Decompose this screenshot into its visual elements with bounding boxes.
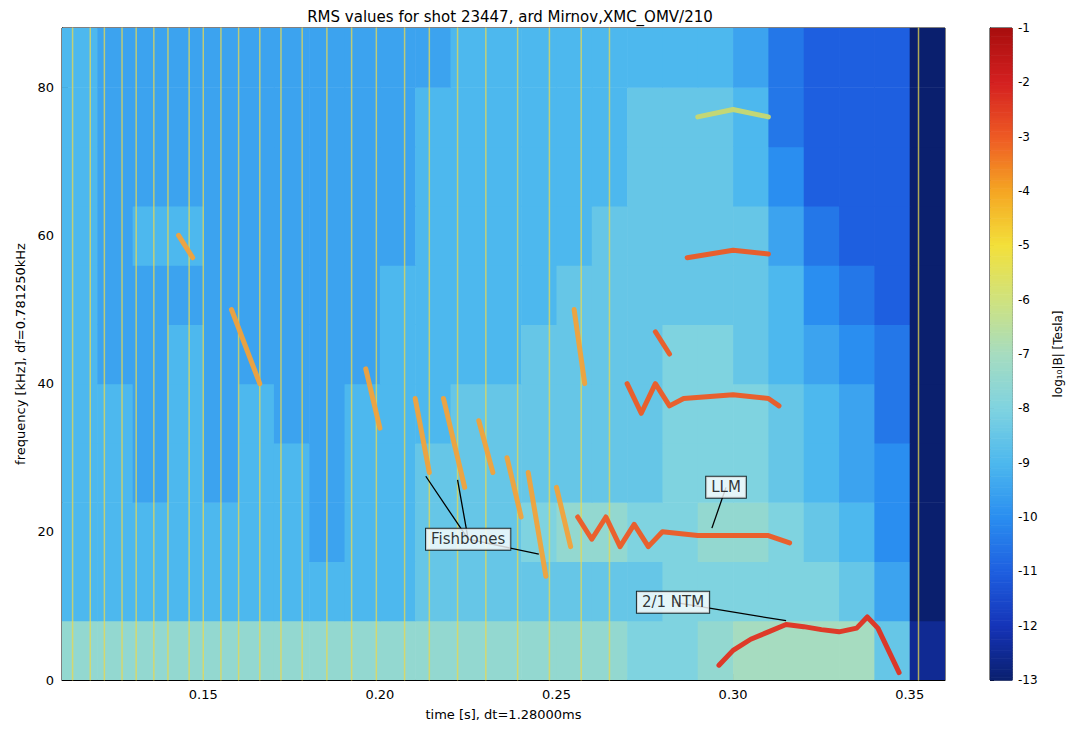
svg-text:80: 80 [37,80,54,95]
svg-text:0.35: 0.35 [895,687,924,702]
svg-text:-5: -5 [1018,238,1030,252]
svg-text:0.25: 0.25 [542,687,571,702]
svg-text:Fishbones: Fishbones [431,530,505,548]
svg-text:-11: -11 [1018,564,1038,578]
svg-text:time [s], dt=1.28000ms: time [s], dt=1.28000ms [425,707,581,722]
svg-text:-4: -4 [1018,184,1030,198]
svg-text:0: 0 [46,673,54,688]
svg-text:-1: -1 [1018,21,1030,35]
svg-text:log₁₀|B| [Tesla]: log₁₀|B| [Tesla] [1051,310,1065,397]
svg-text:frequency [kHz], df=0.781250kH: frequency [kHz], df=0.781250kHz [13,243,28,465]
svg-text:-9: -9 [1018,456,1030,470]
svg-text:LLM: LLM [711,478,741,496]
svg-text:60: 60 [37,228,54,243]
svg-text:-6: -6 [1018,293,1030,307]
svg-text:-13: -13 [1018,673,1038,687]
svg-text:-10: -10 [1018,510,1038,524]
svg-text:-12: -12 [1018,619,1038,633]
svg-text:2/1 NTM: 2/1 NTM [642,593,704,611]
svg-text:0.20: 0.20 [365,687,394,702]
svg-text:20: 20 [37,524,54,539]
svg-text:40: 40 [37,376,54,391]
svg-text:-8: -8 [1018,401,1030,415]
svg-text:-7: -7 [1018,347,1030,361]
svg-text:RMS values for shot 23447, ard: RMS values for shot 23447, ard Mirnov,XM… [307,8,713,27]
svg-text:0.30: 0.30 [719,687,748,702]
svg-text:-3: -3 [1018,130,1030,144]
svg-text:-2: -2 [1018,75,1030,89]
svg-text:0.15: 0.15 [189,687,218,702]
